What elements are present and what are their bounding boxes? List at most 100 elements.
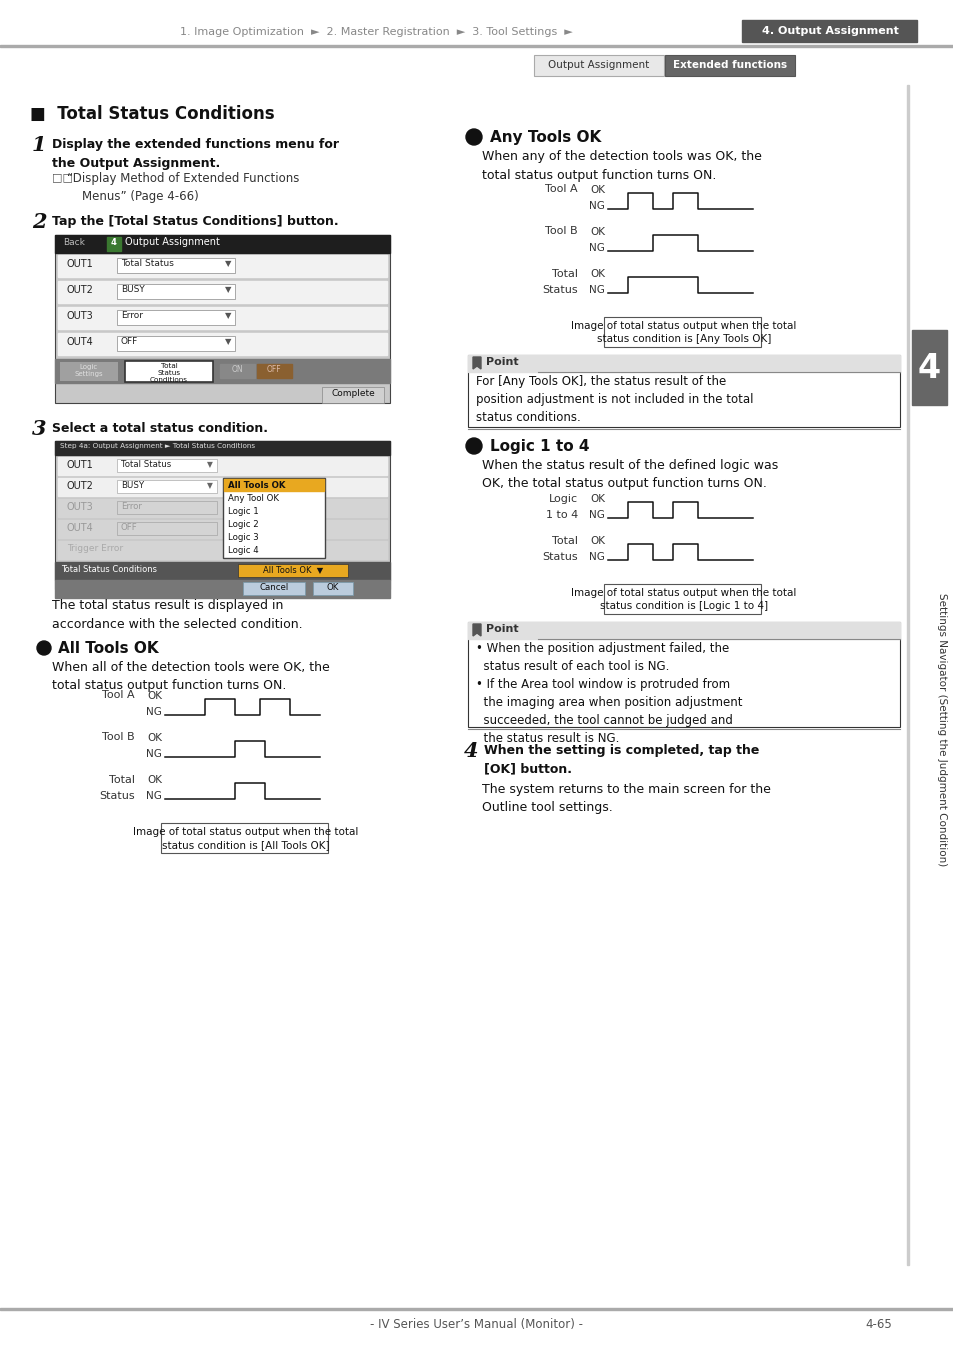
Text: ▼: ▼ — [225, 337, 232, 346]
Bar — [117, 522, 216, 535]
Bar — [237, 563, 348, 577]
Text: ▼: ▼ — [207, 481, 213, 491]
Text: ▼: ▼ — [225, 311, 232, 319]
Text: ON: ON — [231, 365, 243, 373]
Text: When any of the detection tools was OK, the
total status output function turns O: When any of the detection tools was OK, … — [481, 150, 761, 182]
Circle shape — [465, 129, 481, 146]
Text: Status: Status — [99, 791, 135, 801]
Bar — [55, 359, 390, 383]
Text: OUT4: OUT4 — [67, 523, 93, 532]
Text: ▼: ▼ — [207, 460, 213, 469]
Text: Tool A: Tool A — [102, 690, 135, 700]
Text: OUT1: OUT1 — [67, 460, 93, 470]
Bar — [313, 582, 353, 594]
Text: Image of total status output when the total
status condition is [Logic 1 to 4]: Image of total status output when the to… — [571, 588, 796, 611]
Text: Back: Back — [63, 239, 85, 247]
Text: Complete: Complete — [331, 390, 375, 398]
Text: OFF: OFF — [121, 337, 138, 346]
Text: OUT3: OUT3 — [67, 311, 93, 321]
Bar — [55, 562, 390, 580]
Text: Logic 3: Logic 3 — [228, 532, 258, 542]
Text: Display the extended functions menu for
the Output Assignment.: Display the extended functions menu for … — [52, 137, 338, 170]
Bar — [117, 284, 234, 299]
Bar — [468, 621, 899, 639]
Circle shape — [465, 438, 481, 454]
Bar — [468, 355, 899, 372]
Text: OUT3: OUT3 — [67, 501, 93, 512]
Text: Error: Error — [121, 311, 143, 319]
Bar — [107, 237, 121, 251]
Text: All Tools OK: All Tools OK — [58, 642, 158, 656]
Text: OK: OK — [147, 692, 162, 701]
Text: Total
Status
Conditions: Total Status Conditions — [150, 363, 188, 383]
Bar — [55, 580, 390, 599]
Text: BUSY: BUSY — [121, 481, 144, 491]
Text: NG: NG — [146, 791, 162, 801]
Text: Error: Error — [121, 501, 142, 511]
Polygon shape — [473, 357, 480, 369]
Text: Tool A: Tool A — [545, 183, 578, 194]
Text: OUT2: OUT2 — [67, 284, 93, 295]
Text: ■  Total Status Conditions: ■ Total Status Conditions — [30, 105, 274, 123]
Circle shape — [37, 642, 51, 655]
Text: BUSY: BUSY — [121, 284, 145, 294]
Bar — [55, 235, 390, 403]
Text: Logic 1 to 4: Logic 1 to 4 — [490, 439, 589, 454]
Text: 4-65: 4-65 — [864, 1318, 891, 1330]
Text: Settings Navigator (Setting the Judgment Condition): Settings Navigator (Setting the Judgment… — [936, 593, 946, 867]
Text: Extended functions: Extended functions — [672, 61, 786, 70]
Text: • When the position adjustment failed, the
  status result of each tool is NG.
•: • When the position adjustment failed, t… — [476, 642, 741, 745]
Text: OFF: OFF — [267, 365, 281, 373]
Text: Total Status Conditions: Total Status Conditions — [61, 565, 157, 574]
Text: All Tools OK  ▼: All Tools OK ▼ — [263, 565, 323, 574]
Bar — [58, 479, 387, 496]
Text: Any Tools OK: Any Tools OK — [490, 129, 600, 146]
Text: Image of total status output when the total
status condition is [Any Tools OK]: Image of total status output when the to… — [571, 321, 796, 344]
Bar — [534, 55, 663, 75]
Text: Status: Status — [542, 284, 578, 295]
Bar — [161, 824, 328, 853]
Text: OK: OK — [589, 493, 604, 504]
Text: OK: OK — [589, 537, 604, 546]
Polygon shape — [473, 624, 480, 636]
Bar — [220, 364, 254, 377]
Bar — [58, 520, 387, 538]
Text: The system returns to the main screen for the
Outline tool settings.: The system returns to the main screen fo… — [481, 783, 770, 814]
Text: Total: Total — [552, 270, 578, 279]
Text: NG: NG — [589, 551, 604, 562]
Text: OUT1: OUT1 — [67, 259, 93, 270]
Text: - IV Series User’s Manual (Monitor) -: - IV Series User’s Manual (Monitor) - — [370, 1318, 583, 1330]
Bar — [256, 364, 292, 377]
Text: When the status result of the defined logic was
OK, the total status output func: When the status result of the defined lo… — [481, 460, 778, 491]
Text: Tool B: Tool B — [102, 732, 135, 741]
Text: OK: OK — [327, 582, 339, 592]
Text: Total: Total — [552, 537, 578, 546]
Text: Output Assignment: Output Assignment — [125, 237, 219, 247]
Text: Point: Point — [485, 624, 518, 634]
Text: Logic 4: Logic 4 — [228, 546, 258, 555]
Bar — [125, 361, 213, 381]
Bar — [117, 480, 216, 493]
Text: Tool B: Tool B — [545, 226, 578, 236]
Text: NG: NG — [589, 201, 604, 212]
Text: OK: OK — [589, 270, 604, 279]
Text: All Tools OK: All Tools OK — [228, 481, 285, 491]
Bar — [58, 333, 387, 355]
Text: Point: Point — [485, 357, 518, 367]
Text: Total Status: Total Status — [121, 460, 172, 469]
Bar — [58, 280, 387, 303]
Bar — [117, 460, 216, 472]
Text: OFF: OFF — [121, 523, 137, 532]
Text: OK: OK — [147, 733, 162, 743]
Bar — [117, 257, 234, 274]
Text: Logic 1: Logic 1 — [228, 507, 258, 516]
Text: When the setting is completed, tap the
[OK] button.: When the setting is completed, tap the [… — [483, 744, 759, 775]
Bar — [468, 355, 899, 427]
Text: OK: OK — [147, 775, 162, 785]
Bar — [322, 387, 384, 403]
Bar — [58, 307, 387, 329]
Bar — [0, 1308, 953, 1310]
Text: Any Tool OK: Any Tool OK — [228, 493, 278, 503]
Text: Status: Status — [542, 551, 578, 562]
Bar — [55, 235, 390, 253]
